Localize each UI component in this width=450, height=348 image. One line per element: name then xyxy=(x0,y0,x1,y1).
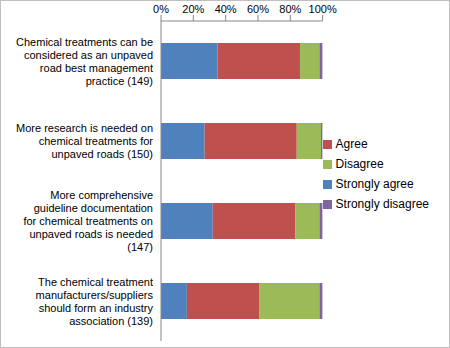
svg-text:60%: 60% xyxy=(247,3,269,15)
svg-text:0%: 0% xyxy=(153,3,169,15)
svg-text:100%: 100% xyxy=(309,3,337,15)
svg-text:20%: 20% xyxy=(182,3,204,15)
svg-text:40%: 40% xyxy=(215,3,237,15)
html-text:Disagree: Disagree xyxy=(335,157,384,171)
html-text:Strongly agree: Strongly agree xyxy=(335,177,414,191)
svg-text:80%: 80% xyxy=(279,3,301,15)
svg-text:More comprehensiveguideline do: More comprehensiveguideline documentatio… xyxy=(23,189,153,253)
svg-text:Chemical treatments can becons: Chemical treatments can beconsidered as … xyxy=(16,36,153,87)
svg-text:More research is needed onchem: More research is needed onchemical treat… xyxy=(16,122,153,160)
html-text:Strongly disagree: Strongly disagree xyxy=(335,197,429,211)
html-text:Agree: Agree xyxy=(335,137,368,151)
svg-text:The chemical treatmentmanufact: The chemical treatmentmanufacturers/supp… xyxy=(36,276,154,327)
